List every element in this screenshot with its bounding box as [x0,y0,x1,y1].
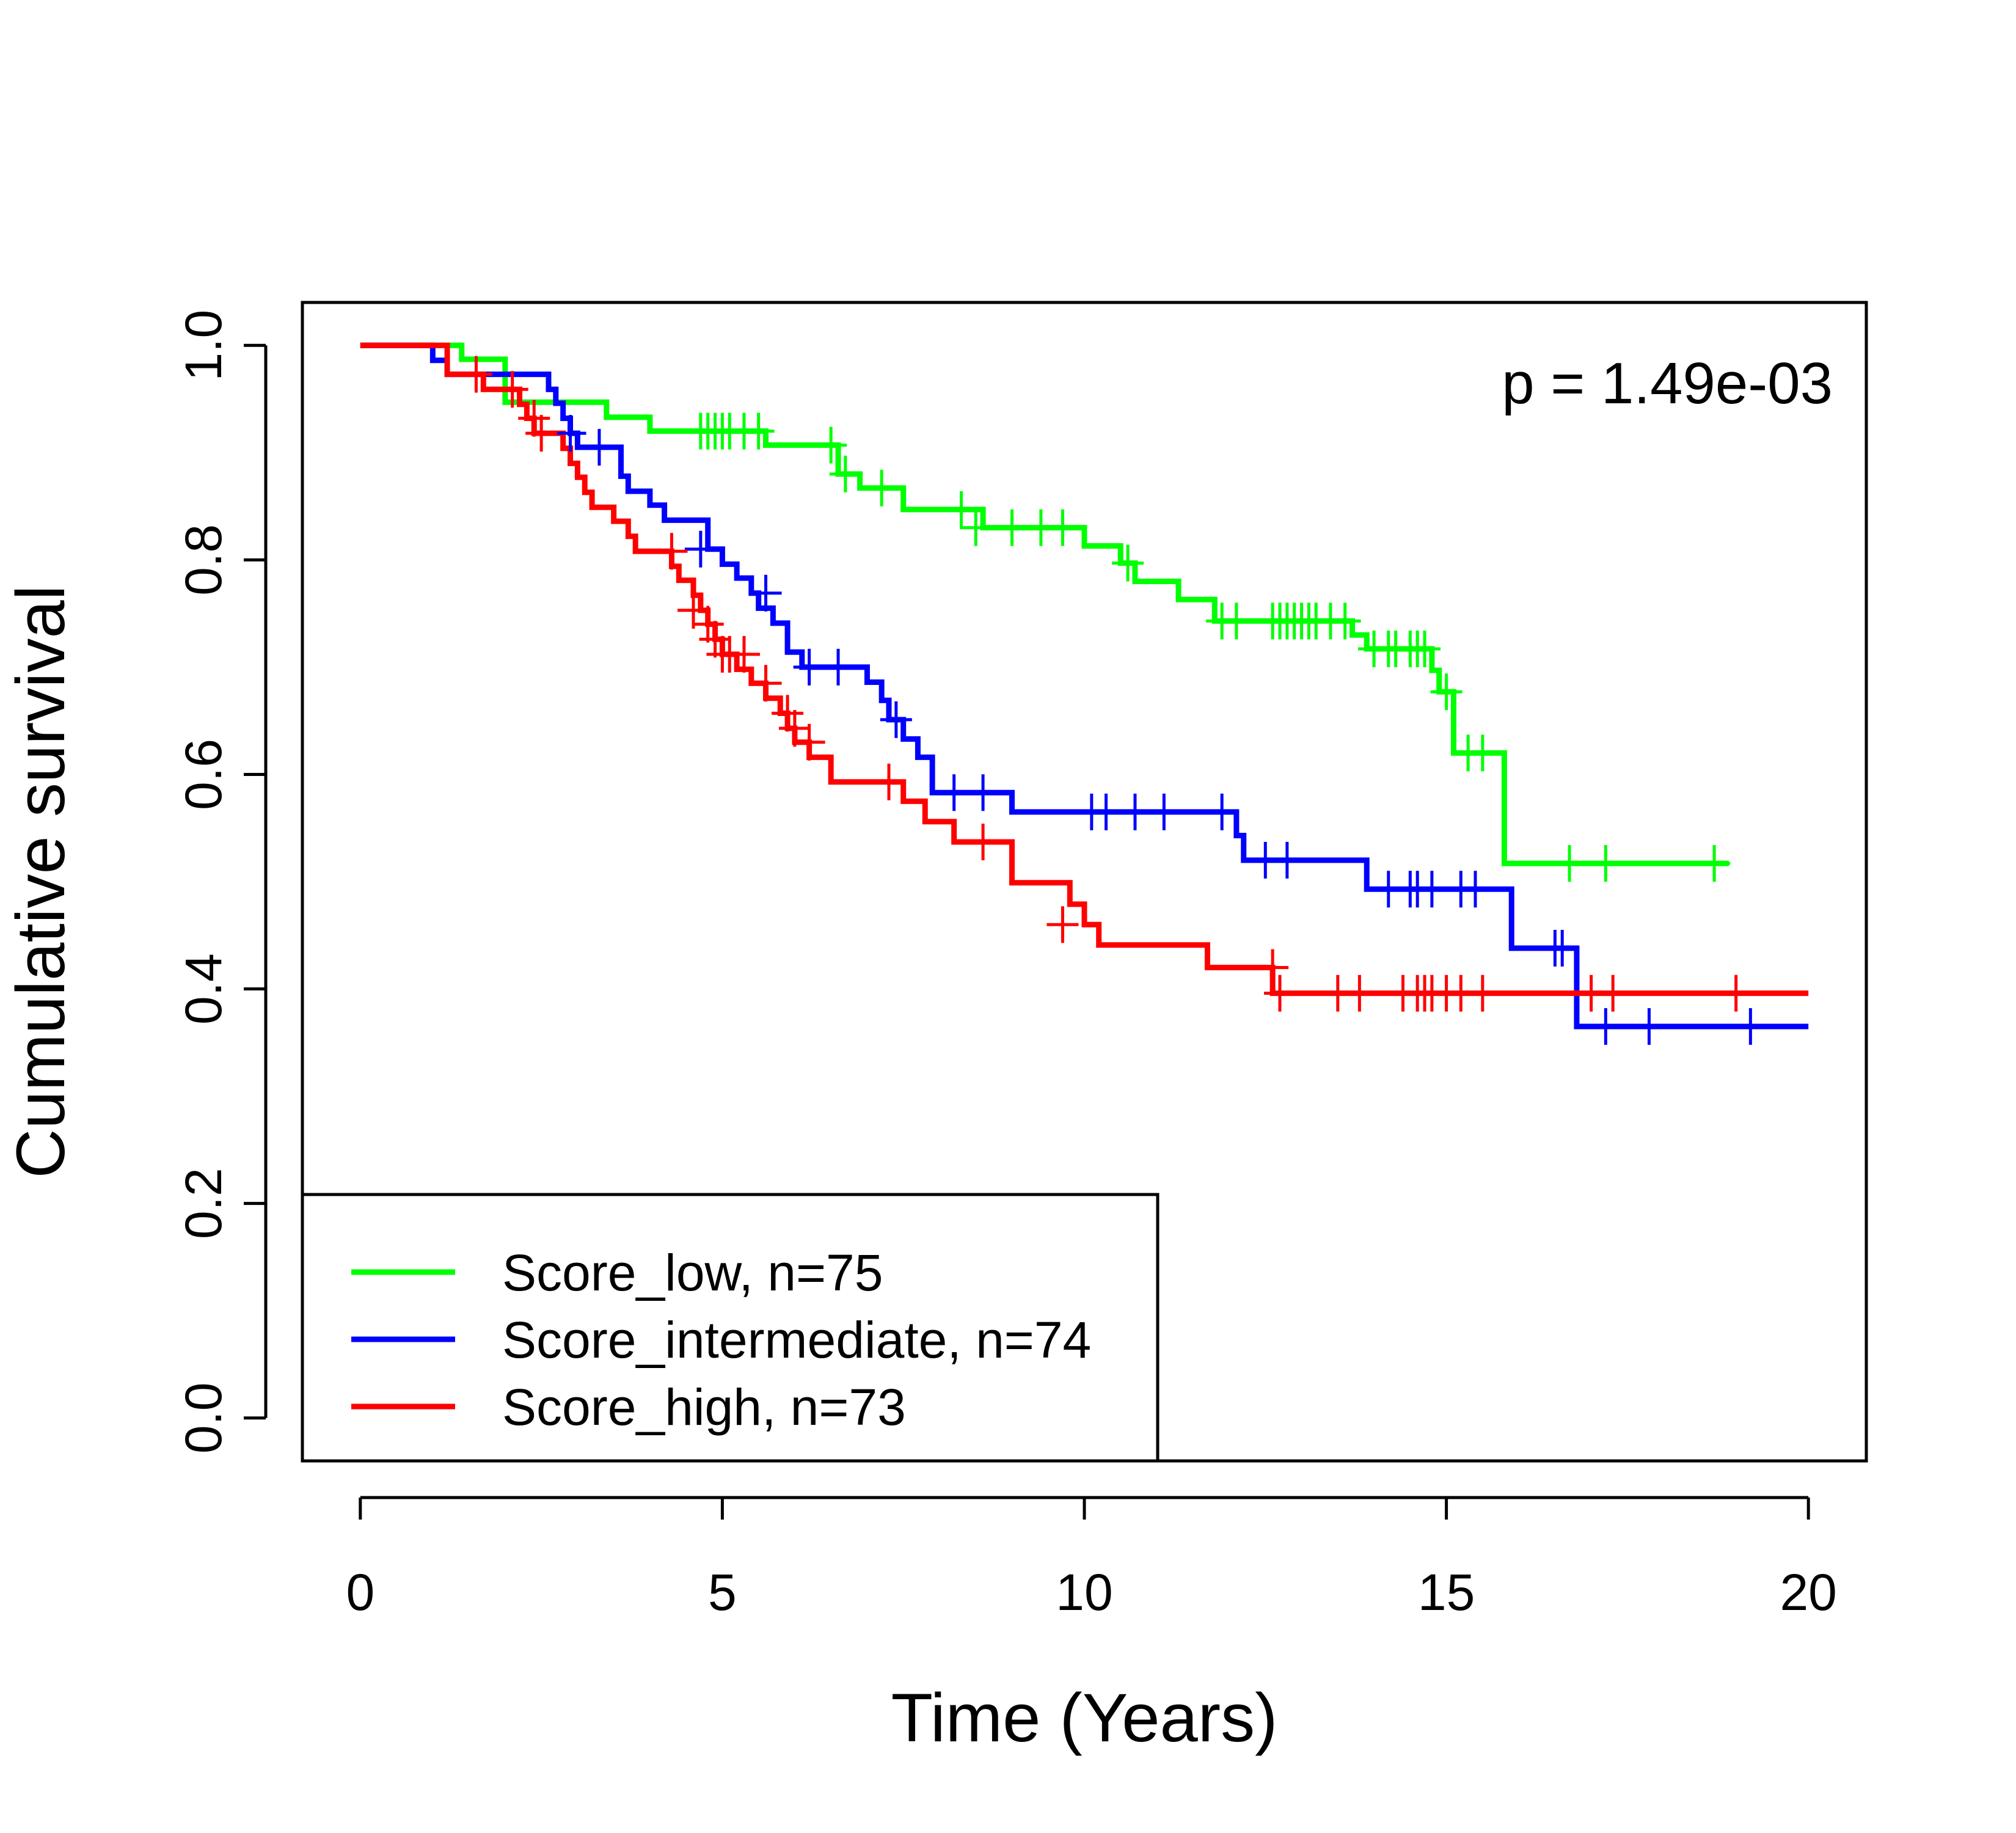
censor-mark [967,824,999,861]
censor-mark [822,648,855,686]
series-censors-0 [684,412,1731,882]
censor-mark [1206,793,1238,830]
censor-mark [742,412,775,450]
censor-mark [866,469,898,507]
censor-mark [1698,845,1731,882]
y-tick-label: 0.0 [175,1382,232,1454]
legend-label-2: Score_high, n=73 [502,1378,906,1436]
y-axis-title: Cumulative survival [2,585,79,1179]
series-censors-1 [554,415,1767,1045]
censor-mark [1459,871,1491,908]
censor-mark [815,426,847,464]
censor-mark [684,530,717,568]
censor-mark [873,763,905,800]
censor-mark [1264,975,1296,1012]
censor-mark [460,356,492,393]
censor-mark [656,533,688,570]
censor-mark [793,648,825,686]
y-tick-label: 0.2 [175,1168,232,1239]
series-censors-2 [460,356,1752,1012]
y-tick-label: 0.4 [175,953,232,1025]
censor-mark [1430,673,1463,711]
censor-mark [1090,793,1122,830]
censor-mark [1597,975,1629,1012]
censor-mark [1046,906,1079,943]
censor-mark [1220,602,1252,640]
legend-box [301,1193,1160,1463]
censor-mark [996,509,1028,546]
censor-mark [699,621,731,658]
censor-mark [1271,841,1303,879]
censor-mark [778,709,811,747]
censor-mark [1148,793,1180,830]
censor-marks [460,356,1767,1045]
y-axis: 0.0 0.2 0.4 0.6 0.8 1.0 [175,310,268,1454]
x-tick-label: 0 [346,1564,374,1621]
censor-mark [1046,509,1079,546]
censor-mark [525,415,558,452]
y-tick-label: 1.0 [175,310,232,381]
censor-mark [1112,544,1144,582]
censor-mark [554,415,586,452]
censor-mark [1554,845,1586,882]
x-axis: 0 5 10 15 20 [346,1496,1837,1621]
censor-mark [938,774,970,811]
censor-mark [1343,975,1376,1012]
series-line-0 [360,342,1729,866]
x-tick-label: 5 [708,1564,737,1621]
y-tick-label: 0.8 [175,524,232,596]
censor-mark [1415,871,1448,908]
censor-mark [583,429,615,466]
censor-mark [496,371,528,408]
censor-mark [1329,602,1361,640]
censor-mark [728,635,760,673]
censor-mark [750,574,782,612]
censor-mark [1720,975,1752,1012]
censor-mark [772,695,804,732]
censor-mark [1466,734,1499,772]
censor-mark [1734,1008,1767,1045]
censor-mark [967,774,999,811]
censor-mark [1257,949,1289,986]
x-axis-title: Time (Years) [891,1680,1278,1756]
x-tick-label: 15 [1418,1564,1475,1621]
x-tick-label: 10 [1056,1564,1112,1621]
censor-mark [1546,929,1579,967]
censor-mark [1409,631,1441,668]
censor-mark [1633,1008,1665,1045]
censor-mark [677,591,709,629]
x-tick-label: 20 [1780,1564,1836,1621]
censor-mark [829,455,861,492]
censor-mark [1466,975,1499,1012]
censor-mark [793,723,825,761]
y-tick-label: 0.6 [175,739,232,810]
censor-mark [1590,1008,1622,1045]
censor-mark [880,701,912,738]
censor-mark [1119,793,1151,830]
censor-mark [750,665,782,702]
legend-label-1: Score_intermediate, n=74 [502,1311,1091,1369]
censor-mark [945,491,977,528]
legend: Score_low, n=75 Score_intermediate, n=74 S… [301,1193,1160,1463]
legend-label-0: Score_low, n=75 [502,1244,883,1301]
p-value-annotation: p = 1.49e-03 [1502,351,1833,416]
censor-mark [1590,845,1622,882]
censor-mark [960,509,992,546]
censor-mark [692,606,724,643]
censor-mark [518,400,550,437]
survival-curves [360,342,1809,1030]
